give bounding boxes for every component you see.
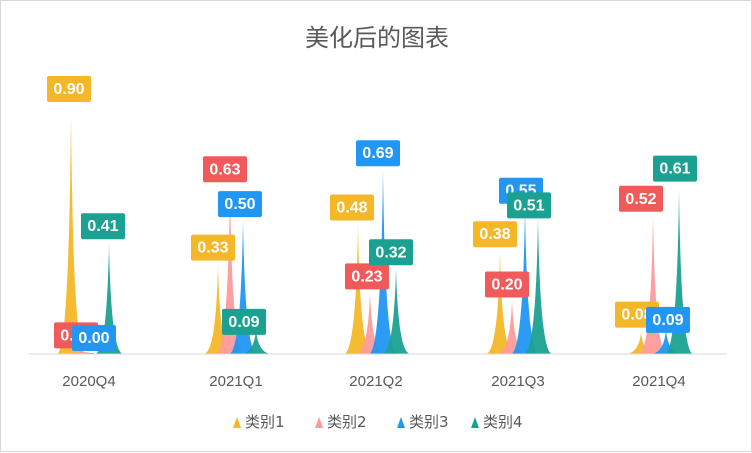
legend: 类别1 类别2 类别3 类别4 bbox=[233, 413, 523, 431]
data-label-4-2: 0.09 bbox=[646, 306, 690, 333]
spike-2-1 bbox=[356, 292, 384, 354]
data-label-3-3: 0.51 bbox=[507, 192, 551, 219]
data-label-box-1-2 bbox=[218, 191, 262, 218]
data-label-0-2: 0.00 bbox=[72, 325, 116, 351]
data-label-text-2-3: 0.32 bbox=[375, 244, 406, 261]
spike-0-0 bbox=[57, 113, 85, 354]
legend-item-0: 类别1 bbox=[233, 413, 285, 431]
data-label-box-2-2 bbox=[356, 140, 400, 167]
data-label-text-3-0: 0.38 bbox=[479, 226, 510, 243]
legend-marker-1 bbox=[315, 417, 323, 428]
legend-marker-0 bbox=[233, 417, 241, 428]
data-label-2-1: 0.23 bbox=[345, 263, 389, 290]
spike-3-0 bbox=[486, 252, 514, 354]
spike-2-3 bbox=[382, 268, 410, 354]
data-label-text-3-1: 0.20 bbox=[491, 276, 522, 293]
data-label-1-1: 0.63 bbox=[203, 156, 247, 183]
data-label-text-1-0: 0.33 bbox=[197, 240, 228, 257]
data-label-text-4-0: 0.08 bbox=[621, 307, 652, 324]
data-label-box-1-0 bbox=[191, 234, 235, 261]
category-label-3: 2021Q3 bbox=[491, 373, 544, 390]
data-label-text-0-0: 0.90 bbox=[53, 81, 84, 98]
legend-item-3: 类别4 bbox=[471, 413, 523, 431]
category-label-2: 2021Q2 bbox=[349, 373, 402, 390]
data-label-box-0-0 bbox=[47, 76, 91, 102]
data-label-1-0: 0.33 bbox=[191, 234, 235, 261]
data-label-2-2: 0.69 bbox=[356, 140, 400, 167]
data-label-2-3: 0.32 bbox=[369, 239, 413, 266]
data-label-text-4-3: 0.61 bbox=[659, 161, 690, 178]
spike-1-2 bbox=[229, 220, 257, 354]
data-label-4-1: 0.52 bbox=[619, 185, 663, 212]
data-labels-layer: 0.900.330.480.380.080.010.630.230.200.52… bbox=[47, 76, 697, 351]
data-label-0-3: 0.41 bbox=[81, 213, 125, 240]
category-axis: 2020Q4 2021Q1 2021Q2 2021Q3 2021Q4 bbox=[62, 373, 685, 390]
data-label-box-1-3 bbox=[222, 308, 266, 335]
legend-label-0: 类别1 bbox=[245, 413, 285, 431]
data-label-box-2-1 bbox=[345, 263, 389, 290]
legend-item-1: 类别2 bbox=[315, 413, 367, 431]
category-label-4: 2021Q4 bbox=[632, 373, 685, 390]
spike-1-0 bbox=[204, 265, 232, 354]
spike-4-0 bbox=[627, 332, 655, 354]
spike-3-1 bbox=[498, 300, 526, 354]
data-label-text-1-3: 0.09 bbox=[228, 314, 259, 331]
spike-0-3 bbox=[95, 244, 123, 354]
legend-label-3: 类别4 bbox=[483, 413, 523, 431]
data-label-4-3: 0.61 bbox=[653, 155, 697, 182]
category-label-0: 2020Q4 bbox=[62, 373, 115, 390]
spike-3-3 bbox=[524, 217, 552, 354]
data-label-text-0-2: 0.00 bbox=[78, 330, 109, 347]
data-label-text-4-2: 0.09 bbox=[652, 312, 683, 329]
data-label-text-1-2: 0.50 bbox=[224, 196, 255, 213]
legend-item-2: 类别3 bbox=[397, 413, 449, 431]
data-label-box-1-1 bbox=[203, 156, 247, 183]
data-label-0-0: 0.90 bbox=[47, 76, 91, 102]
data-label-box-3-0 bbox=[473, 221, 517, 248]
spike-1-1 bbox=[216, 185, 244, 354]
spike-1-3 bbox=[242, 329, 270, 354]
data-label-text-0-3: 0.41 bbox=[87, 218, 118, 235]
category-label-1: 2021Q1 bbox=[209, 373, 262, 390]
data-label-3-0: 0.38 bbox=[473, 221, 517, 248]
data-label-3-1: 0.20 bbox=[485, 271, 529, 298]
legend-label-1: 类别2 bbox=[327, 413, 367, 431]
spike-4-3 bbox=[665, 190, 693, 354]
data-label-2-0: 0.48 bbox=[330, 194, 374, 221]
chart-title: 美化后的图表 bbox=[305, 24, 449, 52]
legend-label-2: 类别3 bbox=[409, 413, 449, 431]
data-label-box-3-3 bbox=[507, 192, 551, 219]
data-label-text-2-1: 0.23 bbox=[351, 268, 382, 285]
data-label-text-2-0: 0.48 bbox=[336, 199, 367, 216]
legend-marker-2 bbox=[397, 417, 405, 428]
data-label-1-3: 0.09 bbox=[222, 308, 266, 335]
data-label-1-2: 0.50 bbox=[218, 191, 262, 218]
spike-4-1 bbox=[639, 214, 667, 354]
data-label-box-2-0 bbox=[330, 194, 374, 221]
data-label-box-4-2 bbox=[646, 306, 690, 333]
data-label-box-2-3 bbox=[369, 239, 413, 266]
data-label-text-1-1: 0.63 bbox=[209, 161, 240, 178]
spike-4-2 bbox=[652, 329, 680, 354]
spike-2-0 bbox=[344, 225, 372, 354]
data-label-box-3-1 bbox=[485, 271, 529, 298]
data-label-box-4-3 bbox=[653, 155, 697, 182]
data-label-box-4-1 bbox=[619, 185, 663, 212]
data-label-text-2-2: 0.69 bbox=[362, 145, 393, 162]
data-label-text-3-3: 0.51 bbox=[513, 197, 544, 214]
data-label-box-0-2 bbox=[72, 325, 116, 351]
data-label-text-4-1: 0.52 bbox=[625, 191, 656, 208]
data-label-box-0-3 bbox=[81, 213, 125, 240]
legend-marker-3 bbox=[471, 417, 479, 428]
